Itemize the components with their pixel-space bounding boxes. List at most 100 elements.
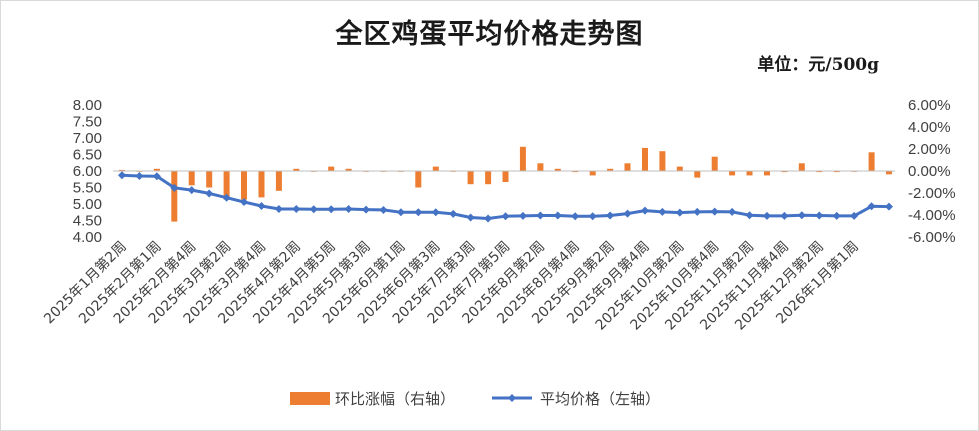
price-point (623, 209, 632, 218)
price-point (135, 171, 144, 180)
price-point (728, 207, 737, 216)
bar (188, 171, 195, 186)
bar (328, 166, 335, 171)
price-point (170, 183, 179, 192)
bar (554, 168, 561, 171)
price-point (588, 212, 597, 221)
legend-line-label: 平均价格（左轴） (540, 390, 660, 408)
x-axis-ticks: 2025年1月第2周2025年2月第1周2025年2月第4周2025年3月第2周… (40, 238, 862, 334)
bar (694, 171, 701, 178)
bar (746, 171, 753, 176)
price-point (606, 211, 615, 220)
bar (659, 151, 666, 171)
price-point (362, 205, 371, 214)
price-point (118, 171, 126, 180)
bar (223, 171, 230, 200)
legend-bar-label: 环比涨幅（右轴） (335, 390, 455, 408)
left-tick-label: 6.50 (73, 147, 102, 164)
price-point (152, 172, 161, 181)
price-point (414, 208, 423, 217)
price-point (466, 213, 475, 222)
bar (432, 166, 439, 171)
price-point (762, 211, 771, 220)
price-point (187, 186, 196, 195)
price-point (658, 207, 667, 216)
bar (345, 168, 352, 171)
price-point (484, 214, 493, 223)
right-tick-label: 0.00% (908, 163, 951, 180)
price-point (745, 211, 754, 220)
price-point (327, 205, 336, 214)
left-tick-label: 4.50 (73, 213, 102, 230)
bar (729, 171, 736, 176)
bar (119, 169, 125, 171)
bar (241, 171, 247, 200)
legend: 环比涨幅（右轴） 平均价格（左轴） (290, 390, 660, 408)
price-point (536, 211, 545, 220)
bar (676, 166, 683, 171)
line-series (118, 171, 893, 223)
bar (642, 147, 648, 171)
bar (798, 163, 805, 171)
price-point (501, 212, 510, 221)
right-tick-label: 4.00% (908, 119, 951, 136)
left-tick-label: 5.00 (73, 196, 102, 213)
bar (171, 171, 178, 222)
left-tick-label: 8.00 (73, 97, 102, 114)
bar (467, 171, 474, 185)
price-point (431, 208, 440, 217)
chart-unit: 单位：元/500g (757, 55, 879, 75)
bar (711, 156, 718, 171)
price-point (257, 201, 266, 210)
bar (485, 171, 492, 185)
bar (589, 171, 596, 176)
bar (293, 168, 300, 171)
price-point (780, 211, 789, 220)
bar (833, 171, 840, 173)
price-point (274, 204, 283, 213)
left-tick-label: 4.00 (73, 229, 102, 246)
price-point (815, 211, 824, 220)
price-point (571, 212, 580, 221)
bar (537, 163, 544, 171)
price-point (309, 205, 318, 214)
right-tick-label: 2.00% (908, 141, 951, 158)
right-tick-label: -4.00% (908, 207, 956, 224)
left-tick-label: 6.00 (73, 163, 102, 180)
price-point (850, 211, 859, 220)
right-axis-ticks: 6.00% 4.00% 2.00% 0.00% -2.00% -4.00% -6.00% (908, 97, 956, 246)
price-point (396, 208, 405, 217)
price-point (867, 202, 876, 211)
bar (258, 171, 265, 198)
price-point (222, 193, 231, 202)
bar (781, 171, 788, 173)
price-point (832, 211, 841, 220)
bar (502, 171, 509, 182)
bar (868, 152, 875, 171)
bar-series (119, 146, 892, 222)
price-point (292, 204, 301, 213)
price-point (379, 205, 388, 214)
price-point (675, 208, 684, 217)
legend-line-marker (508, 394, 516, 402)
right-tick-label: 6.00% (908, 97, 951, 114)
price-point (449, 209, 458, 218)
right-tick-label: -6.00% (908, 229, 956, 246)
price-point (693, 207, 702, 216)
bar (764, 171, 770, 176)
right-tick-label: -2.00% (908, 185, 956, 202)
price-point (518, 211, 527, 220)
bar (624, 163, 631, 171)
price-point (710, 207, 719, 216)
chart-title: 全区鸡蛋平均价格走势图 (335, 19, 644, 50)
bar (607, 168, 614, 171)
left-tick-label: 7.00 (73, 130, 102, 147)
bar (816, 171, 823, 173)
price-point (797, 211, 806, 220)
bar (275, 171, 282, 191)
bar (153, 168, 160, 171)
bar (886, 171, 892, 175)
bar (415, 171, 422, 188)
price-point (344, 204, 353, 213)
